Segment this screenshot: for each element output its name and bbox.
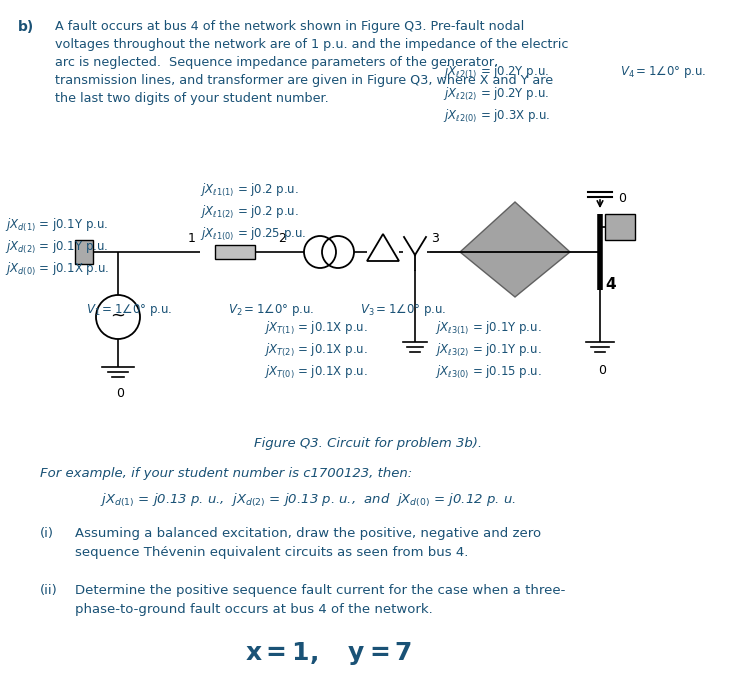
Text: $\bf{x = 1,}$$\quad \bf{y = 7}$: $\bf{x = 1,}$$\quad \bf{y = 7}$	[245, 640, 412, 667]
Text: $jX_{\ell2(2)}$ = j0.2Y p.u.: $jX_{\ell2(2)}$ = j0.2Y p.u.	[443, 86, 549, 103]
Text: $jX_{\ell3(1)}$ = j0.1Y p.u.: $jX_{\ell3(1)}$ = j0.1Y p.u.	[435, 320, 542, 337]
Text: 0: 0	[618, 192, 626, 205]
Text: (ii): (ii)	[40, 584, 57, 597]
Text: $jX_{\ell3(0)}$ = j0.15 p.u.: $jX_{\ell3(0)}$ = j0.15 p.u.	[435, 364, 542, 381]
Text: $jX_{d(1)}$ = j0.13 p. u.,  $jX_{d(2)}$ = j0.13 p. u.,  and  $jX_{d(0)}$ = j0.12: $jX_{d(1)}$ = j0.13 p. u., $jX_{d(2)}$ =…	[100, 492, 516, 509]
Text: 4: 4	[605, 277, 615, 292]
Text: $jX_{\ell1(2)}$ = j0.2 p.u.: $jX_{\ell1(2)}$ = j0.2 p.u.	[200, 204, 299, 221]
Bar	[215, 245, 255, 259]
Text: $jX_{T(2)}$ = j0.1X p.u.: $jX_{T(2)}$ = j0.1X p.u.	[264, 342, 368, 359]
Text: $jX_{\ell1(0)}$ = j0.25 p.u.: $jX_{\ell1(0)}$ = j0.25 p.u.	[200, 226, 306, 243]
Text: $V_3 = 1\angle0°$ p.u.: $V_3 = 1\angle0°$ p.u.	[360, 302, 446, 318]
Polygon shape	[460, 202, 570, 297]
Text: 0: 0	[116, 387, 124, 400]
Text: $V_1 = 1\angle0°$ p.u.: $V_1 = 1\angle0°$ p.u.	[86, 302, 172, 318]
Text: Figure Q3. Circuit for problem 3b).: Figure Q3. Circuit for problem 3b).	[254, 437, 482, 450]
Text: A fault occurs at bus 4 of the network shown in Figure Q3. Pre-fault nodal
volta: A fault occurs at bus 4 of the network s…	[55, 20, 568, 105]
Text: $jX_{d(2)}$ = j0.1Y p.u.: $jX_{d(2)}$ = j0.1Y p.u.	[5, 239, 108, 256]
Bar	[605, 214, 635, 240]
Text: 1: 1	[188, 232, 196, 245]
Text: $V_4 = 1\angle0°$ p.u.: $V_4 = 1\angle0°$ p.u.	[620, 64, 707, 80]
Text: Assuming a balanced excitation, draw the positive, negative and zero
sequence Th: Assuming a balanced excitation, draw the…	[75, 527, 541, 559]
Bar	[75, 240, 93, 264]
Text: For example, if your student number is c1700123, then:: For example, if your student number is c…	[40, 467, 412, 480]
Text: $jX_{d(0)}$ = j0.1X p.u.: $jX_{d(0)}$ = j0.1X p.u.	[5, 261, 109, 278]
Text: $jX_{T(0)}$ = j0.1X p.u.: $jX_{T(0)}$ = j0.1X p.u.	[264, 364, 368, 381]
Text: ~: ~	[110, 307, 126, 325]
Text: b): b)	[18, 20, 35, 34]
Text: $V_2 = 1\angle0°$ p.u.: $V_2 = 1\angle0°$ p.u.	[228, 302, 314, 318]
Text: $jX_{\ell3(2)}$ = j0.1Y p.u.: $jX_{\ell3(2)}$ = j0.1Y p.u.	[435, 342, 542, 359]
Text: 3: 3	[431, 232, 439, 245]
Text: $jX_{d(1)}$ = j0.1Y p.u.: $jX_{d(1)}$ = j0.1Y p.u.	[5, 217, 108, 234]
Text: $jX_{\ell2(0)}$ = j0.3X p.u.: $jX_{\ell2(0)}$ = j0.3X p.u.	[443, 108, 551, 125]
Text: 2: 2	[278, 232, 286, 245]
Text: $jX_{\ell1(1)}$ = j0.2 p.u.: $jX_{\ell1(1)}$ = j0.2 p.u.	[200, 182, 299, 199]
Text: $jX_{\ell2(1)}$ = j0.2Y p.u.: $jX_{\ell2(1)}$ = j0.2Y p.u.	[443, 64, 549, 81]
Text: (i): (i)	[40, 527, 54, 540]
Text: Determine the positive sequence fault current for the case when a three-
phase-t: Determine the positive sequence fault cu…	[75, 584, 565, 616]
Text: $jX_{T(1)}$ = j0.1X p.u.: $jX_{T(1)}$ = j0.1X p.u.	[264, 320, 368, 337]
Text: 0: 0	[598, 364, 606, 377]
